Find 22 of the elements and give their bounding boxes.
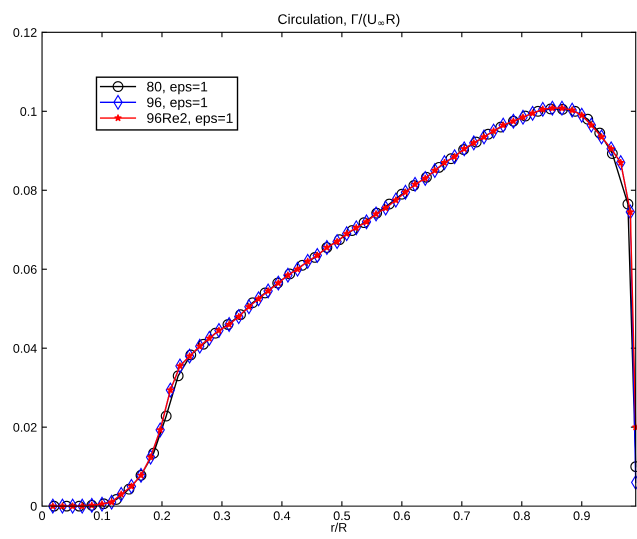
y-tick-label: 0.12 [13, 28, 37, 37]
chart-title: Circulation, Γ/(U$_{∞}$R) [278, 14, 400, 27]
legend-label: 80, eps=1 [147, 82, 208, 94]
x-tick-label: 0.1 [94, 511, 110, 520]
y-tick-label: 0.08 [13, 186, 37, 195]
x-axis-title: r/R [331, 522, 347, 532]
legend-label: 96Re2, eps=1 [147, 113, 233, 126]
x-tick-label: 0.2 [154, 511, 170, 520]
x-tick-label: 0 [39, 511, 46, 520]
x-tick-label: 0.5 [334, 511, 350, 520]
y-tick-label: 0.1 [20, 107, 37, 116]
x-tick-label: 0.6 [394, 511, 410, 520]
y-tick-label: 0.06 [13, 265, 37, 274]
y-tick-label: 0 [30, 502, 37, 511]
x-tick-label: 0.8 [514, 511, 530, 520]
y-tick-label: 0.02 [13, 422, 37, 432]
x-tick-label: 0.9 [574, 511, 590, 520]
legend-label: 96, eps=1 [147, 97, 208, 110]
x-tick-label: 0.3 [214, 511, 230, 520]
x-tick-label: 0.4 [274, 511, 290, 520]
x-tick-label: 0.7 [454, 511, 470, 520]
y-tick-label: 0.04 [13, 344, 37, 353]
